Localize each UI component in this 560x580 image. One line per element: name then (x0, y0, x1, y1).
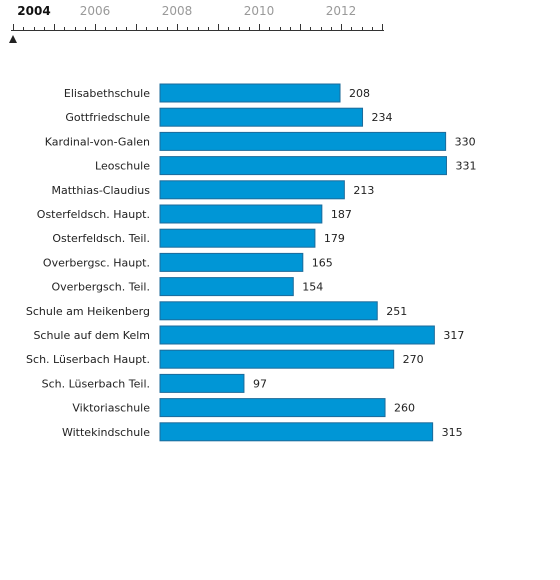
timeline-tick (34, 27, 35, 31)
timeline-tick (116, 27, 117, 31)
timeline-tick (321, 27, 322, 31)
value-label: 97 (253, 377, 267, 390)
timeline-tick (13, 24, 14, 31)
timeline-tick (64, 27, 65, 31)
timeline-year-2010[interactable]: 2010 (243, 4, 275, 18)
timeline-tick (218, 24, 219, 31)
value-label: 208 (349, 87, 370, 100)
category-label: Overbergsch. Teil. (52, 281, 151, 294)
category-label: Wittekindschule (62, 426, 150, 439)
category-label: Sch. Lüserbach Teil. (42, 377, 150, 390)
timeline-tick (362, 27, 363, 31)
value-label: 154 (302, 281, 323, 294)
category-label: Gottfriedschule (65, 111, 150, 124)
value-label: 165 (312, 256, 333, 269)
bar[interactable] (159, 301, 378, 321)
value-label: 315 (442, 426, 463, 439)
timeline-tick (187, 27, 188, 31)
timeline-tick (269, 27, 270, 31)
timeline-tick (351, 27, 352, 31)
value-label: 331 (455, 160, 476, 173)
category-label: Osterfeldsch. Haupt. (37, 208, 150, 221)
timeline-year-2004[interactable]: 2004 (17, 4, 51, 18)
bar[interactable] (159, 204, 323, 224)
timeline-tick (300, 24, 301, 31)
year-timeline[interactable]: 2004 2006 2008 2010 2012 (0, 0, 400, 50)
timeline-tick (23, 27, 24, 31)
category-label: Kardinal-von-Galen (45, 135, 150, 148)
timeline-tick (177, 24, 178, 31)
category-label: Elisabethschule (64, 87, 150, 100)
value-label: 179 (324, 232, 345, 245)
value-label: 213 (353, 184, 374, 197)
timeline-axis (11, 30, 384, 31)
bar[interactable] (159, 228, 316, 248)
timeline-position-marker[interactable] (9, 35, 17, 43)
timeline-year-2012[interactable]: 2012 (325, 4, 357, 18)
bar[interactable] (159, 83, 341, 103)
value-label: 187 (331, 208, 352, 221)
timeline-year-2008[interactable]: 2008 (161, 4, 193, 18)
category-label: Schule am Heikenberg (26, 305, 150, 318)
bar[interactable] (159, 373, 245, 393)
timeline-tick (249, 27, 250, 31)
timeline-tick (157, 27, 158, 31)
timeline-tick (290, 27, 291, 31)
timeline-tick (105, 27, 106, 31)
timeline-tick (126, 27, 127, 31)
timeline-tick (44, 27, 45, 31)
timeline-tick (95, 24, 96, 31)
timeline-tick (372, 27, 373, 31)
timeline-tick (310, 27, 311, 31)
bar[interactable] (159, 398, 386, 418)
bar[interactable] (159, 325, 435, 345)
timeline-tick (85, 27, 86, 31)
bar[interactable] (159, 156, 447, 176)
timeline-year-2006[interactable]: 2006 (79, 4, 111, 18)
bar[interactable] (159, 422, 434, 442)
bar[interactable] (159, 349, 395, 369)
timeline-tick (54, 24, 55, 31)
value-label: 251 (386, 305, 407, 318)
value-label: 260 (394, 402, 415, 415)
timeline-tick (198, 27, 199, 31)
category-label: Overbergsc. Haupt. (43, 256, 150, 269)
timeline-tick (146, 27, 147, 31)
value-label: 317 (443, 329, 464, 342)
category-label: Viktoriaschule (72, 402, 150, 415)
category-label: Matthias-Claudius (51, 184, 150, 197)
timeline-tick (167, 27, 168, 31)
timeline-tick (136, 24, 137, 31)
category-label: Sch. Lüserbach Haupt. (26, 353, 150, 366)
timeline-tick (259, 24, 260, 31)
bar[interactable] (159, 131, 447, 151)
bar[interactable] (159, 180, 345, 200)
timeline-tick (280, 27, 281, 31)
bar[interactable] (159, 252, 304, 272)
category-label: Osterfeldsch. Teil. (52, 232, 150, 245)
bar[interactable] (159, 107, 364, 127)
bar[interactable] (159, 277, 294, 297)
timeline-tick (228, 27, 229, 31)
timeline-tick (239, 27, 240, 31)
timeline-tick (382, 24, 383, 31)
value-label: 330 (455, 135, 476, 148)
timeline-tick (208, 27, 209, 31)
value-label: 270 (403, 353, 424, 366)
category-label: Leoschule (95, 160, 150, 173)
value-label: 234 (372, 111, 393, 124)
timeline-tick (75, 27, 76, 31)
timeline-tick (341, 24, 342, 31)
category-label: Schule auf dem Kelm (33, 329, 150, 342)
timeline-tick (331, 27, 332, 31)
